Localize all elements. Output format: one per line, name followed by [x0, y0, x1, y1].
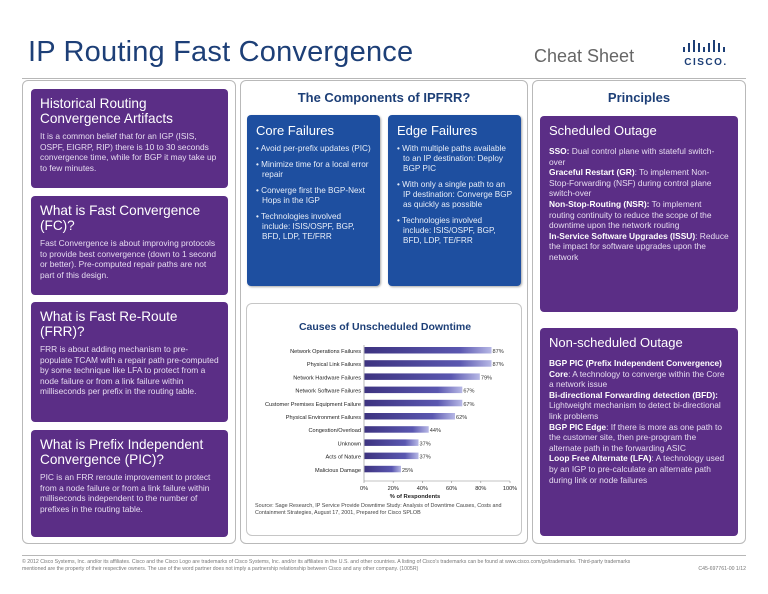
chart-bar — [364, 399, 463, 407]
footer-code: C45-697761-00 1/12 — [698, 566, 746, 572]
chart-bar — [364, 426, 429, 433]
principle-item: BGP PIC (Prefix Independent Convergence)… — [549, 358, 725, 390]
section-fc-title: What is Fast Convergence (FC)? — [40, 203, 201, 233]
principle-item: BGP PIC Edge: If there is more as one pa… — [549, 421, 723, 453]
chart-value-label: 67% — [463, 389, 474, 395]
section-pic: What is Prefix Independent Convergence (… — [31, 430, 228, 537]
principle-item: SSO: Dual control plane with stateful sw… — [549, 146, 715, 167]
middle-heading: The Components of IPFRR? — [297, 90, 471, 105]
chart-value-label: 37% — [420, 455, 431, 461]
core-failures-list: • Avoid per-prefix updates (PIC) • Minim… — [256, 144, 371, 242]
chart-bar — [364, 360, 492, 367]
cisco-logo: CISCO. — [676, 38, 736, 70]
page-title: IP Routing Fast Convergence — [28, 36, 414, 68]
nonscheduled-outage-title: Non-scheduled Outage — [549, 335, 683, 350]
edge-failures-list: • With multiple paths available to an IP… — [397, 144, 512, 246]
downtime-chart-panel: Causes of Unscheduled Downtime Network Op… — [246, 303, 522, 536]
chart-value-label: 62% — [456, 415, 467, 421]
footer-divider — [22, 555, 746, 556]
chart-value-label: 87% — [493, 349, 504, 355]
chart-category-label: Physical Link Failures — [307, 362, 361, 368]
chart-x-tick-label: 0% — [360, 486, 368, 492]
scheduled-outage-box: Scheduled Outage SSO: Dual control plane… — [540, 116, 738, 312]
chart-category-label: Network Hardware Failures — [293, 375, 361, 381]
chart-bar — [364, 465, 401, 473]
chart-category-label: Acts of Nature — [326, 455, 361, 461]
chart-title: Causes of Unscheduled Downtime — [299, 321, 471, 333]
chart-bar — [364, 452, 419, 460]
nonscheduled-outage-box: Non-scheduled Outage BGP PIC (Prefix Ind… — [540, 328, 738, 536]
list-item: • Technologies involved include: ISIS/OS… — [256, 212, 355, 241]
chart-bar — [364, 413, 456, 420]
section-fc: What is Fast Convergence (FC)? Fast Conv… — [31, 196, 228, 295]
chart-category-label: Congestion/Overload — [308, 428, 361, 434]
chart-value-label: 44% — [430, 428, 441, 434]
chart-x-tick-label: 40% — [417, 486, 428, 492]
chart-x-tick-label: 20% — [388, 486, 399, 492]
section-frr: What is Fast Re-Route (FRR)? FRR is abou… — [31, 302, 228, 422]
core-failures-box: Core Failures • Avoid per-prefix updates… — [247, 115, 380, 286]
core-failures-title: Core Failures — [256, 123, 335, 138]
section-frr-title: What is Fast Re-Route (FRR)? — [40, 309, 178, 339]
cisco-wordmark: CISCO. — [684, 57, 728, 68]
principle-item: In-Service Software Upgrades (ISSU): Red… — [549, 230, 729, 262]
list-item: • Technologies involved include: ISIS/OS… — [397, 216, 496, 245]
list-item: • Minimize time for a local error repair — [256, 160, 369, 179]
header-divider — [22, 78, 746, 79]
cisco-bridge-icon — [683, 40, 725, 52]
chart-value-label: 87% — [493, 362, 504, 368]
section-history-title: Historical Routing Convergence Artifacts — [40, 96, 173, 126]
chart-value-label: 25% — [402, 468, 413, 474]
edge-failures-title: Edge Failures — [397, 123, 478, 138]
section-history-body: It is a common belief that for an IGP (I… — [40, 131, 217, 173]
chart-x-axis-label: % of Respondents — [390, 494, 441, 500]
list-item: • Converge first the BGP-Next Hops in th… — [256, 186, 365, 205]
section-pic-title: What is Prefix Independent Convergence (… — [40, 437, 204, 467]
chart-bar — [364, 386, 463, 394]
chart-value-label: 37% — [420, 441, 431, 447]
list-item: • Avoid per-prefix updates (PIC) — [256, 144, 371, 153]
right-heading: Principles — [607, 90, 671, 105]
edge-failures-box: Edge Failures • With multiple paths avai… — [388, 115, 521, 286]
page-subtitle: Cheat Sheet — [534, 46, 635, 66]
chart-category-label: Physical Environment Failures — [286, 415, 361, 421]
chart-value-label: 79% — [481, 375, 492, 381]
chart-category-label: Network Operations Failures — [290, 349, 361, 355]
chart-category-label: Customer Premises Equipment Failure — [265, 402, 361, 408]
chart-bar — [364, 373, 480, 380]
chart-value-label: 67% — [463, 402, 474, 408]
principle-item: Loop Free Alternate (LFA): A technology … — [549, 453, 725, 485]
section-fc-body: Fast Convergence is about improving prot… — [40, 238, 216, 280]
footer-line-2: mentioned are the property of their resp… — [22, 566, 419, 572]
chart-bar — [364, 347, 492, 354]
section-pic-body: PIC is an FRR reroute improvement to pro… — [40, 472, 211, 514]
section-frr-body: FRR is about adding mechanism to pre-pop… — [40, 344, 219, 397]
list-item: • With multiple paths available to an IP… — [397, 144, 506, 173]
chart-category-label: Network Software Failures — [295, 389, 361, 395]
chart-x-tick-label: 100% — [503, 486, 517, 492]
footer-line-1: © 2012 Cisco Systems, Inc. and/or its af… — [22, 559, 631, 565]
chart-source: Source: Sage Research, IP Service Provid… — [255, 503, 502, 516]
principle-item: Graceful Restart (GR): To implement Non-… — [549, 167, 712, 199]
chart-category-label: Malicious Damage — [315, 468, 361, 474]
chart-bar — [364, 439, 419, 446]
section-history: Historical Routing Convergence Artifacts… — [31, 89, 228, 188]
principle-item: Bi-directional Forwarding detection (BFD… — [549, 389, 721, 421]
list-item: • With only a single path to an IP desti… — [397, 180, 512, 209]
downtime-chart: Causes of Unscheduled Downtime Network Op… — [265, 321, 517, 500]
chart-x-tick-label: 80% — [475, 486, 486, 492]
chart-category-label: Unknown — [338, 441, 361, 447]
principle-item: Non-Stop-Routing (NSR): To implement rou… — [549, 198, 712, 231]
scheduled-outage-title: Scheduled Outage — [549, 123, 657, 138]
chart-x-tick-label: 60% — [446, 486, 457, 492]
